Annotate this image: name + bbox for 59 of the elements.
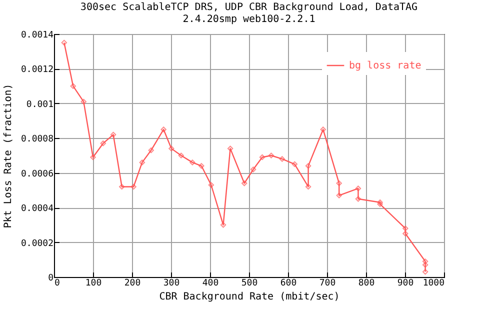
y-tick-label: 0.0012 xyxy=(20,65,54,76)
x-tick-label: 600 xyxy=(280,278,297,288)
y-axis-title: Pkt Loss Rate (fraction) xyxy=(2,84,14,228)
point xyxy=(61,40,67,46)
y-tick-label: 0.0002 xyxy=(20,238,54,249)
point xyxy=(268,152,274,158)
point xyxy=(220,222,226,228)
legend-label: bg loss rate xyxy=(349,60,422,72)
point xyxy=(90,154,96,160)
point xyxy=(70,83,76,89)
x-tick-label: 500 xyxy=(241,278,258,288)
point xyxy=(160,126,166,132)
x-tick-label: 1000 xyxy=(422,278,444,288)
point xyxy=(355,196,362,202)
point xyxy=(355,186,362,192)
point xyxy=(178,152,184,158)
x-tick-label: 300 xyxy=(163,278,180,288)
point xyxy=(305,163,312,169)
y-tick-label: 0.0004 xyxy=(20,204,54,214)
point xyxy=(119,184,125,190)
point xyxy=(422,268,428,275)
text: 300sec ScalableTCP DRS, UDP CBR Background Load, DataTAG xyxy=(80,2,418,13)
point xyxy=(227,146,234,152)
point xyxy=(292,161,298,168)
point xyxy=(241,180,248,186)
x-tick-label: 400 xyxy=(202,278,219,288)
point xyxy=(422,258,428,264)
point xyxy=(208,182,214,188)
point xyxy=(279,156,285,162)
x-tick-label: 200 xyxy=(124,278,141,288)
point xyxy=(250,166,256,172)
point xyxy=(402,226,408,232)
point xyxy=(148,147,154,154)
point xyxy=(305,184,312,190)
point xyxy=(80,98,86,105)
y-tick-label: 0.0008 xyxy=(20,134,54,145)
point xyxy=(139,160,145,166)
point xyxy=(320,126,326,132)
point xyxy=(198,163,204,169)
x-tick-label: 900 xyxy=(397,278,414,288)
point xyxy=(402,230,408,236)
point xyxy=(336,180,342,186)
point xyxy=(100,140,106,146)
y-tick-label: 0.0006 xyxy=(20,169,54,180)
point xyxy=(130,184,136,190)
x-tick-label: 100 xyxy=(85,278,102,288)
x-tick-label: 700 xyxy=(319,278,336,288)
x-tick-label: 0 xyxy=(54,278,60,288)
point xyxy=(190,160,196,166)
text: 2.4.20smp web100-2.2.1 xyxy=(182,14,316,25)
point xyxy=(168,146,174,152)
point xyxy=(336,192,342,198)
point xyxy=(422,262,428,268)
x-tick-label: 800 xyxy=(358,278,375,288)
point xyxy=(110,132,116,138)
point xyxy=(259,154,266,160)
x-axis-title: CBR Background Rate (mbit/sec) xyxy=(159,292,340,302)
y-tick-label: 0.001 xyxy=(26,100,54,110)
y-tick-label: 0.0014 xyxy=(20,30,54,40)
